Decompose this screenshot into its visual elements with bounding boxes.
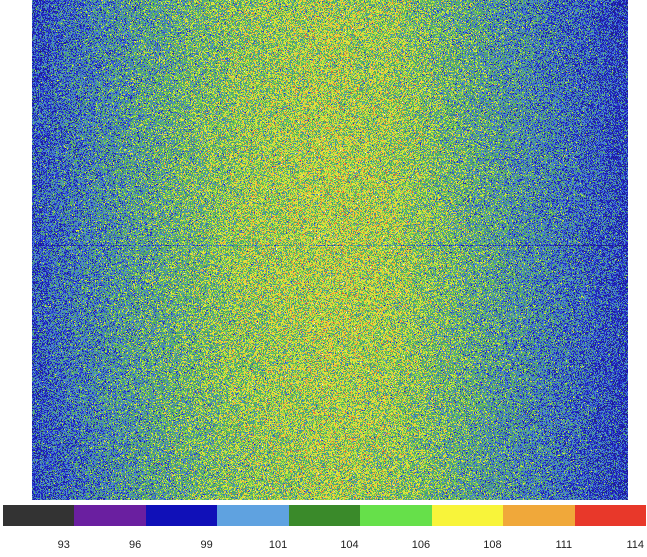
colorbar-swatch bbox=[74, 505, 146, 526]
colorbar-swatch bbox=[288, 505, 361, 526]
colorbar-tick-label: 99 bbox=[200, 539, 213, 551]
colorbar-tick-labels: 93 96 99 101 104 106 108 111 114 bbox=[3, 537, 646, 553]
colorbar-tick-label: 114 bbox=[626, 539, 645, 551]
colorbar-swatch bbox=[360, 505, 432, 526]
colorbar-tick-label: 106 bbox=[411, 539, 431, 551]
colorbar-tick-label: 101 bbox=[268, 539, 288, 551]
colorbar bbox=[3, 505, 646, 526]
colorbar-tick-label: 104 bbox=[340, 539, 359, 551]
colorbar-tick-label: 108 bbox=[483, 539, 502, 551]
heatmap-plot bbox=[32, 0, 628, 500]
colorbar-swatch bbox=[431, 505, 504, 526]
colorbar-swatch bbox=[145, 505, 218, 526]
colorbar-swatch bbox=[217, 505, 289, 526]
colorbar-swatch bbox=[3, 505, 75, 526]
colorbar-tick-label: 93 bbox=[57, 539, 70, 551]
colorbar-tick-label: 111 bbox=[555, 539, 573, 551]
colorbar-swatch bbox=[574, 505, 646, 526]
colorbar-swatch bbox=[503, 505, 575, 526]
colorbar-tick-label: 96 bbox=[129, 539, 142, 551]
heatmap-image bbox=[32, 0, 628, 500]
